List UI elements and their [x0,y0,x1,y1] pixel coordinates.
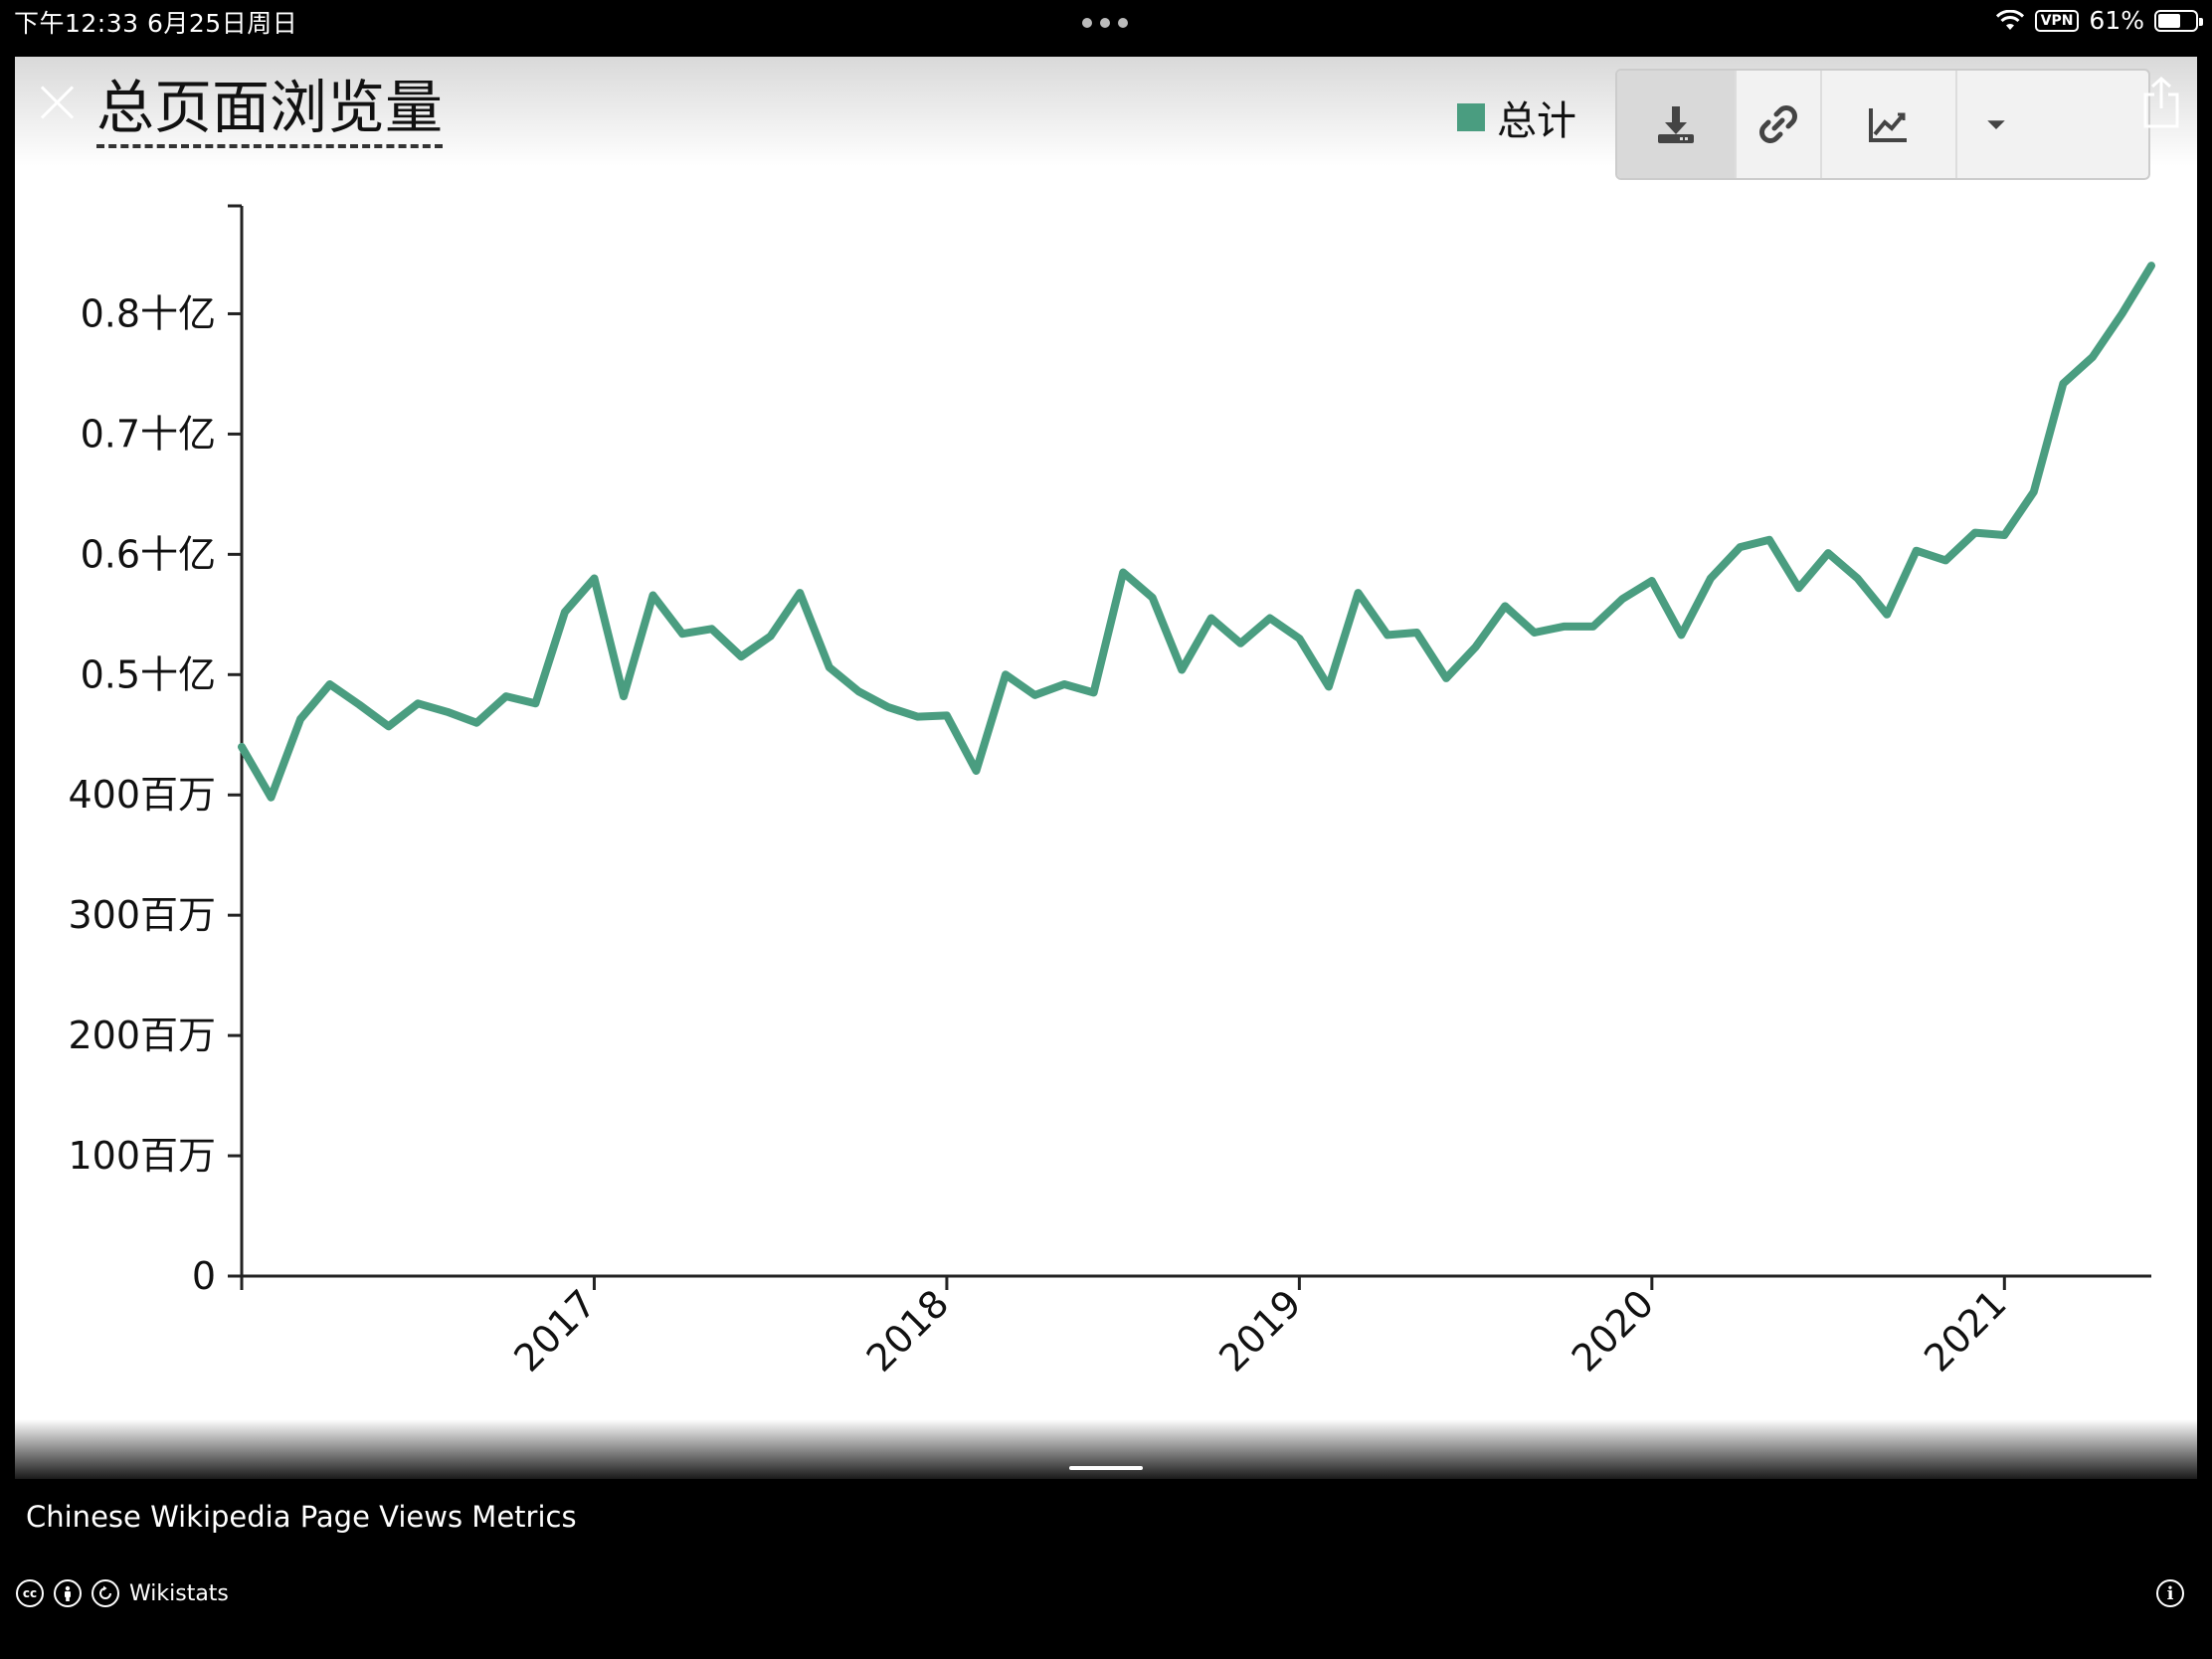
y-tick-label: 200百万 [68,1014,216,1057]
close-icon[interactable] [37,83,77,122]
y-tick-label: 0.8十亿 [81,291,216,335]
x-tick-label: 2021 [1916,1281,2015,1381]
legend: 总计 [1457,89,1576,146]
download-icon [1658,106,1694,143]
y-tick-label: 0.6十亿 [81,532,216,576]
chart-toolbar [1615,69,2150,180]
more-options-button[interactable] [1957,71,2035,178]
link-icon [1759,105,1797,143]
home-indicator[interactable] [1069,1466,1143,1470]
caret-down-icon [1987,120,2005,129]
x-tick-label: 2019 [1210,1281,1310,1381]
y-tick-label: 300百万 [68,893,216,937]
y-tick-label: 0 [192,1254,216,1298]
legend-label: 总计 [1497,98,1576,144]
chart-panel: 0 100百万 200百万 300百万 400百万 0.5十亿 0.6十亿 0.7十亿 0.8十… [15,57,2197,1479]
by-icon [54,1579,82,1607]
series-line [238,262,2155,802]
legend-swatch [1457,103,1485,131]
sa-icon [92,1579,119,1607]
chart-line-icon [1869,108,1907,142]
status-bar: 下午12:33 6月25日周日 VPN 61% [0,0,2212,56]
source-label: Wikistats [129,1580,229,1606]
vpn-badge: VPN [2034,9,2080,32]
x-tick-label: 2017 [505,1281,605,1381]
battery-icon [2154,9,2203,32]
share-icon[interactable] [2141,77,2181,128]
line-chart: 0 100百万 200百万 300百万 400百万 0.5十亿 0.6十亿 0.7十亿 0.8十… [68,204,2155,1381]
image-caption: Chinese Wikipedia Page Views Metrics [26,1500,577,1534]
info-icon[interactable]: i [2156,1579,2184,1607]
cc-icon: cc [16,1579,44,1607]
chart-title[interactable]: 总页面浏览量 [96,73,444,148]
y-tick-label: 0.5十亿 [81,652,216,696]
x-tick-label: 2020 [1564,1281,1663,1381]
y-tick-label: 400百万 [68,773,216,817]
credits: cc Wikistats [16,1579,229,1607]
status-time: 下午12:33 6月25日周日 [14,9,298,38]
chart-type-button[interactable] [1822,71,1957,178]
y-tick-label: 0.7十亿 [81,412,216,456]
wifi-icon [1995,9,2024,30]
x-tick-label: 2018 [858,1281,958,1381]
y-tick-label: 100百万 [68,1134,216,1178]
battery-percent: 61% [2089,6,2144,35]
link-button[interactable] [1737,71,1822,178]
multitasking-dots-icon[interactable] [1082,18,1128,28]
download-button[interactable] [1617,71,1737,178]
